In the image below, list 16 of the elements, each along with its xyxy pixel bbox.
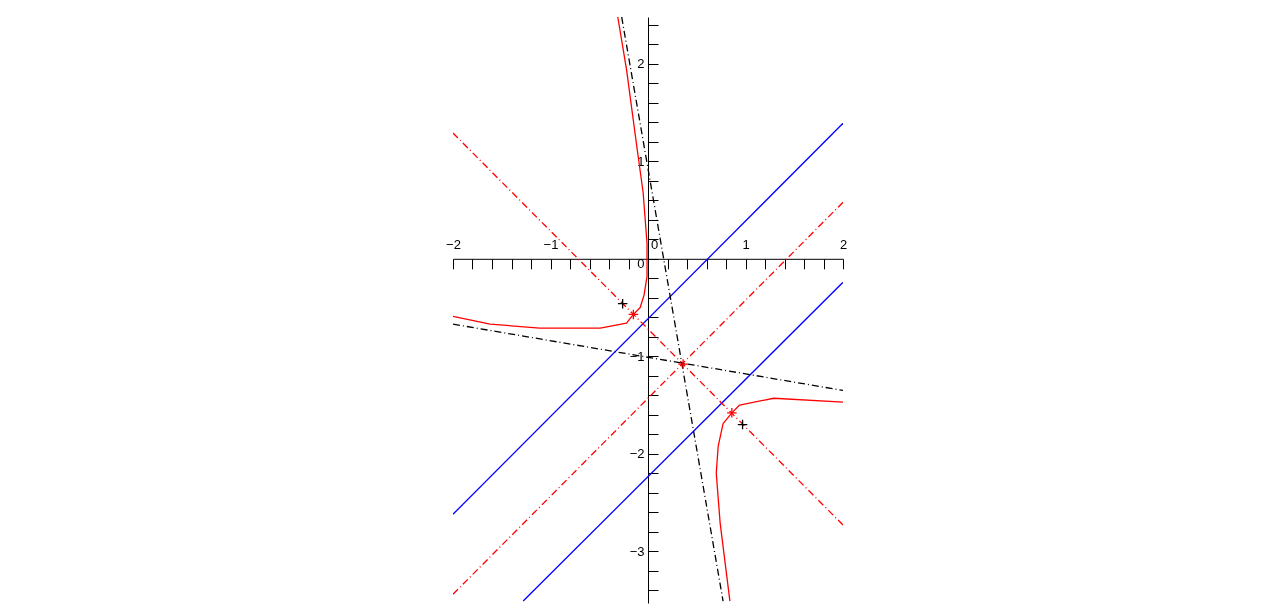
point — [677, 358, 689, 370]
y-tick-label: 0 — [637, 256, 645, 272]
y-tick-label: 2 — [637, 56, 645, 72]
x-tick-label: −1 — [543, 237, 559, 253]
line-series — [715, 397, 843, 602]
x-tick-label: 1 — [742, 237, 750, 253]
point — [726, 407, 738, 419]
point — [737, 419, 748, 430]
y-tick-label: −2 — [629, 446, 645, 462]
point — [627, 308, 639, 320]
y-tick-label: −3 — [629, 543, 645, 559]
y-tick-label: −1 — [629, 348, 645, 364]
x-tick-label: 2 — [839, 237, 848, 253]
x-tick-label: 0 — [650, 237, 659, 253]
x-tick-label: −2 — [446, 237, 461, 253]
point — [617, 298, 629, 310]
